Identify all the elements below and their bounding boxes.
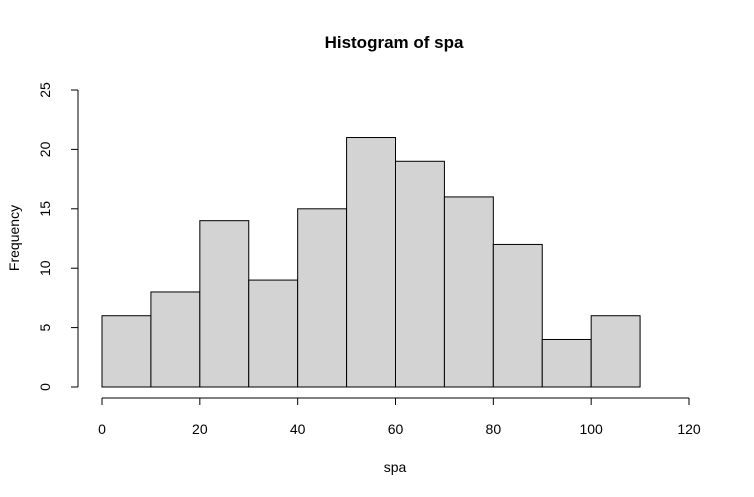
y-axis-label: Frequency (6, 205, 22, 271)
histogram-bar (395, 160, 445, 388)
y-tick-label: 20 (37, 141, 53, 157)
histogram-bars (101, 137, 641, 388)
histogram-bar (346, 137, 397, 388)
x-tick-label: 40 (290, 421, 306, 437)
histogram-bar (590, 315, 641, 388)
x-axis-ticks: 0 20 40 60 80 100 120 (98, 398, 701, 437)
y-tick-label: 15 (37, 201, 53, 217)
histogram-bar (248, 279, 299, 388)
y-tick-label: 25 (37, 82, 53, 98)
histogram-bar (492, 243, 543, 388)
histogram-bar (541, 338, 592, 388)
histogram-bar (297, 208, 348, 388)
y-tick-label: 5 (37, 323, 53, 331)
x-tick-label: 20 (192, 421, 208, 437)
histogram-bar (443, 196, 494, 388)
histogram-bar (150, 291, 201, 388)
x-axis-label: spa (384, 459, 407, 475)
histogram-bar (101, 315, 152, 388)
x-tick-label: 120 (677, 421, 701, 437)
y-tick-label: 0 (37, 383, 53, 391)
histogram-bar (199, 220, 250, 388)
x-tick-label: 0 (98, 421, 106, 437)
y-axis-ticks: 0 5 10 15 20 25 (37, 82, 78, 391)
x-tick-label: 100 (579, 421, 603, 437)
y-tick-label: 10 (37, 260, 53, 276)
chart-title: Histogram of spa (325, 33, 464, 52)
x-tick-label: 60 (388, 421, 404, 437)
x-tick-label: 80 (486, 421, 502, 437)
